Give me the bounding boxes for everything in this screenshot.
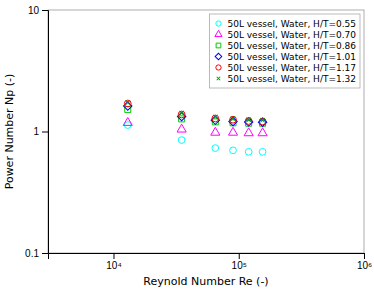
y-axis-line xyxy=(42,11,49,254)
legend-symbol xyxy=(215,75,222,82)
point xyxy=(244,115,252,123)
point xyxy=(123,118,132,126)
x-axis: 10⁴ 10⁵ 10⁶ xyxy=(49,253,373,271)
legend-label: 50L vessel, Water, H/T=1.17 xyxy=(227,63,356,73)
plot-frame xyxy=(48,10,364,253)
point xyxy=(178,111,185,118)
legend: 50L vessel, Water, H/T=0.5550L vessel, W… xyxy=(209,14,360,88)
legend-label: 50L vessel, Water, H/T=0.86 xyxy=(227,41,356,51)
y-axis: 0.1 1 10 xyxy=(25,5,48,259)
legend-symbol xyxy=(216,43,221,48)
series xyxy=(125,106,266,126)
x-tick-label: 10⁶ xyxy=(357,260,372,271)
x-tick: 10⁴ xyxy=(106,253,121,271)
point xyxy=(177,109,185,117)
y-tick: 1 xyxy=(33,126,48,137)
point xyxy=(178,137,185,144)
x-tick-mark xyxy=(113,253,114,259)
point xyxy=(177,124,186,132)
legend-symbol xyxy=(216,65,221,70)
point xyxy=(211,127,220,135)
point xyxy=(259,148,266,155)
point xyxy=(245,118,252,125)
x-tick-mark xyxy=(364,253,365,259)
x-tick-label: 10⁵ xyxy=(232,260,247,271)
point xyxy=(244,118,252,126)
x-tick-label: 10⁴ xyxy=(106,260,121,271)
series xyxy=(124,122,266,156)
point xyxy=(124,100,131,107)
x-axis-title: Reynold Number Re (-) xyxy=(143,275,268,288)
y-tick-mark xyxy=(42,132,48,133)
x-tick-mark xyxy=(239,253,240,259)
plot-area: 10⁴ 10⁵ 10⁶ 0.1 1 10 50L vessel, Water, H/T=0.… xyxy=(25,5,372,271)
point xyxy=(258,128,267,136)
legend-label: 50L vessel, Water, H/T=1.32 xyxy=(227,74,356,84)
point xyxy=(228,127,237,135)
point xyxy=(212,145,219,152)
legend-symbol xyxy=(215,30,222,36)
points xyxy=(123,98,267,155)
point xyxy=(229,114,237,122)
y-tick-label: 0.1 xyxy=(25,248,39,259)
point xyxy=(259,118,266,125)
y-axis-title: Power Number Np (-) xyxy=(3,74,16,190)
series xyxy=(124,98,267,124)
chart: 10⁴ 10⁵ 10⁶ 0.1 1 10 50L vessel, Water, H/T=0.… xyxy=(0,0,374,291)
y-tick-label: 1 xyxy=(33,126,39,137)
y-tick: 0.1 xyxy=(25,248,48,259)
x-tick: 10⁵ xyxy=(232,253,247,271)
point xyxy=(244,128,253,136)
legend-label: 50L vessel, Water, H/T=0.70 xyxy=(227,30,356,40)
series xyxy=(124,102,267,127)
point xyxy=(258,118,266,126)
point xyxy=(245,148,252,155)
legend-symbol xyxy=(215,53,222,60)
legend-box xyxy=(209,14,360,88)
point xyxy=(246,120,252,126)
point xyxy=(230,147,237,154)
legend-label: 50L vessel, Water, H/T=1.01 xyxy=(227,52,356,62)
point xyxy=(211,113,219,121)
point xyxy=(230,116,237,123)
series xyxy=(124,100,266,125)
y-tick-label: 10 xyxy=(28,5,40,16)
legend-label: 50L vessel, Water, H/T=0.55 xyxy=(227,19,356,29)
series xyxy=(123,118,267,136)
point xyxy=(258,116,266,124)
y-tick-mark xyxy=(42,10,48,11)
point xyxy=(124,98,132,106)
y-tick: 10 xyxy=(28,5,48,16)
legend-symbol xyxy=(216,21,221,26)
point xyxy=(212,115,219,122)
x-axis-line xyxy=(49,254,365,260)
x-tick: 10⁶ xyxy=(357,253,372,271)
y-tick-mark xyxy=(42,253,48,254)
